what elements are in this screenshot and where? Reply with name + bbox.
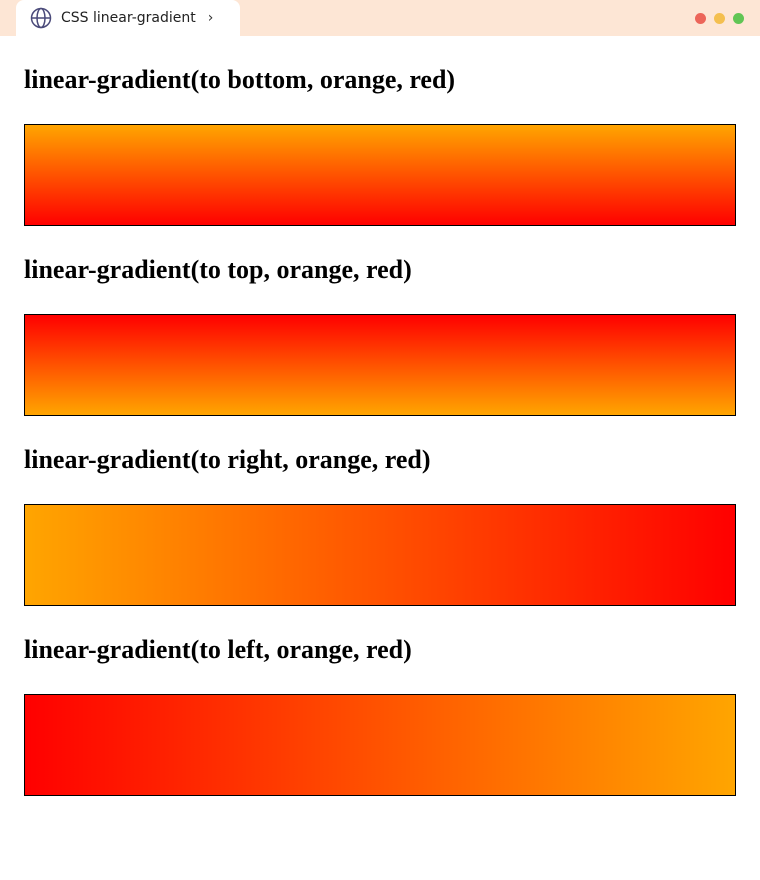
browser-tab[interactable]: CSS linear-gradient › [16, 0, 240, 36]
browser-tab-bar: CSS linear-gradient › [0, 0, 760, 36]
gradient-box [24, 314, 736, 416]
maximize-window-button[interactable] [733, 13, 744, 24]
section-heading: linear-gradient(to bottom, orange, red) [24, 65, 456, 94]
window-controls [695, 13, 744, 24]
gradient-box [24, 504, 736, 606]
section-heading: linear-gradient(to top, orange, red) [24, 255, 412, 284]
chevron-right-icon[interactable]: › [207, 10, 214, 26]
section-heading: linear-gradient(to left, orange, red) [24, 635, 412, 664]
section-heading: linear-gradient(to right, orange, red) [24, 445, 431, 474]
minimize-window-button[interactable] [714, 13, 725, 24]
page-content: linear-gradient(to bottom, orange, red) … [24, 62, 736, 822]
gradient-box [24, 694, 736, 796]
globe-icon [30, 7, 52, 29]
gradient-box [24, 124, 736, 226]
close-window-button[interactable] [695, 13, 706, 24]
tab-title: CSS linear-gradient [61, 10, 196, 26]
